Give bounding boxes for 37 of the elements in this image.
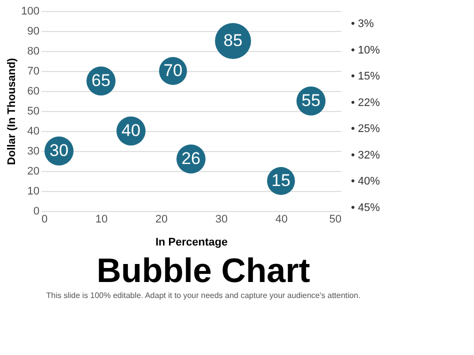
y-tick-label: 90 <box>27 26 40 38</box>
y-tick-label: 100 <box>21 6 40 18</box>
y-tick-label: 70 <box>27 66 40 78</box>
data-label: 15 <box>272 171 290 190</box>
x-tick-label: 10 <box>95 214 108 226</box>
y-tick-label: 80 <box>27 46 40 58</box>
x-tick-label: 50 <box>329 214 342 226</box>
text: • 40% <box>351 176 380 188</box>
text: • 15% <box>351 70 380 83</box>
x-tick-label: 20 <box>155 214 168 226</box>
text: • 10% <box>351 44 380 56</box>
x-tick-label: 40 <box>275 214 288 226</box>
y-tick-label: 50 <box>27 106 40 118</box>
data-label: 85 <box>224 31 242 50</box>
y-tick-label: 10 <box>27 186 40 198</box>
y-tick-label: 40 <box>27 126 40 138</box>
data-label: 65 <box>92 71 110 90</box>
data-label: 40 <box>122 121 140 140</box>
text: Bubble Chart <box>96 252 310 290</box>
x-tick-label: 0 <box>42 214 48 226</box>
data-label: 30 <box>50 141 68 160</box>
y-tick-label: 0 <box>33 206 40 218</box>
text: • 3% <box>351 18 374 30</box>
text: • 45% <box>351 202 380 214</box>
data-label: 70 <box>164 61 182 80</box>
text: This slide is 100% editable. Adapt it to your needs and capture your audience's attention. <box>46 291 360 300</box>
text: • 32% <box>351 149 380 162</box>
data-label: 55 <box>302 91 320 110</box>
text: • 25% <box>351 123 380 136</box>
x-axis-title: In Percentage <box>155 236 228 248</box>
y-tick-label: 20 <box>27 166 40 178</box>
y-tick-label: 30 <box>27 146 40 158</box>
x-tick-label: 30 <box>215 214 228 226</box>
data-label: 26 <box>182 149 200 168</box>
y-tick-label: 60 <box>27 86 40 98</box>
text: • 22% <box>351 96 380 109</box>
y-axis-title: Dollar (In Thousand) <box>6 58 18 165</box>
